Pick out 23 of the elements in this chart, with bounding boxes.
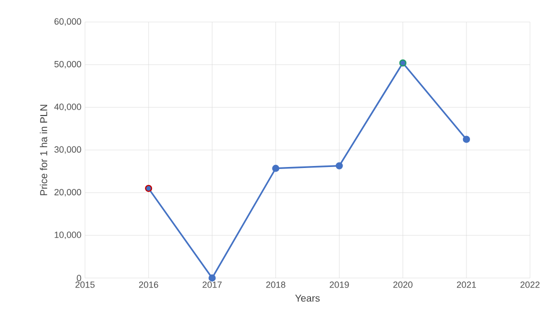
point [208, 274, 216, 282]
x-tick-label: 2019 [330, 282, 349, 288]
x-axis-title: Years [295, 294, 320, 302]
y-tick-label: 10,000 [54, 232, 82, 240]
x-tick-label: 2015 [75, 282, 95, 288]
y-tick-label: 30,000 [54, 146, 82, 154]
point [272, 164, 280, 172]
x-tick-label: 2018 [266, 282, 286, 288]
x-tick-label: 2016 [139, 282, 158, 288]
x-tick-label: 2022 [520, 282, 540, 288]
y-tick-label: 0 [76, 274, 82, 282]
y-tick-label: 50,000 [54, 60, 82, 68]
point [399, 59, 406, 67]
point [336, 162, 343, 170]
x-tick-label: 2017 [202, 282, 222, 288]
y-tick-label: 20,000 [54, 188, 82, 196]
y-tick-label: 60,000 [54, 18, 82, 26]
y-tick-label: 40,000 [54, 104, 82, 112]
point [144, 184, 152, 192]
y-axis-title: Price for 1 ha in PLN [40, 104, 48, 196]
point [462, 136, 470, 143]
x-tick-label: 2021 [456, 282, 476, 288]
x-tick-label: 2020 [393, 282, 412, 288]
